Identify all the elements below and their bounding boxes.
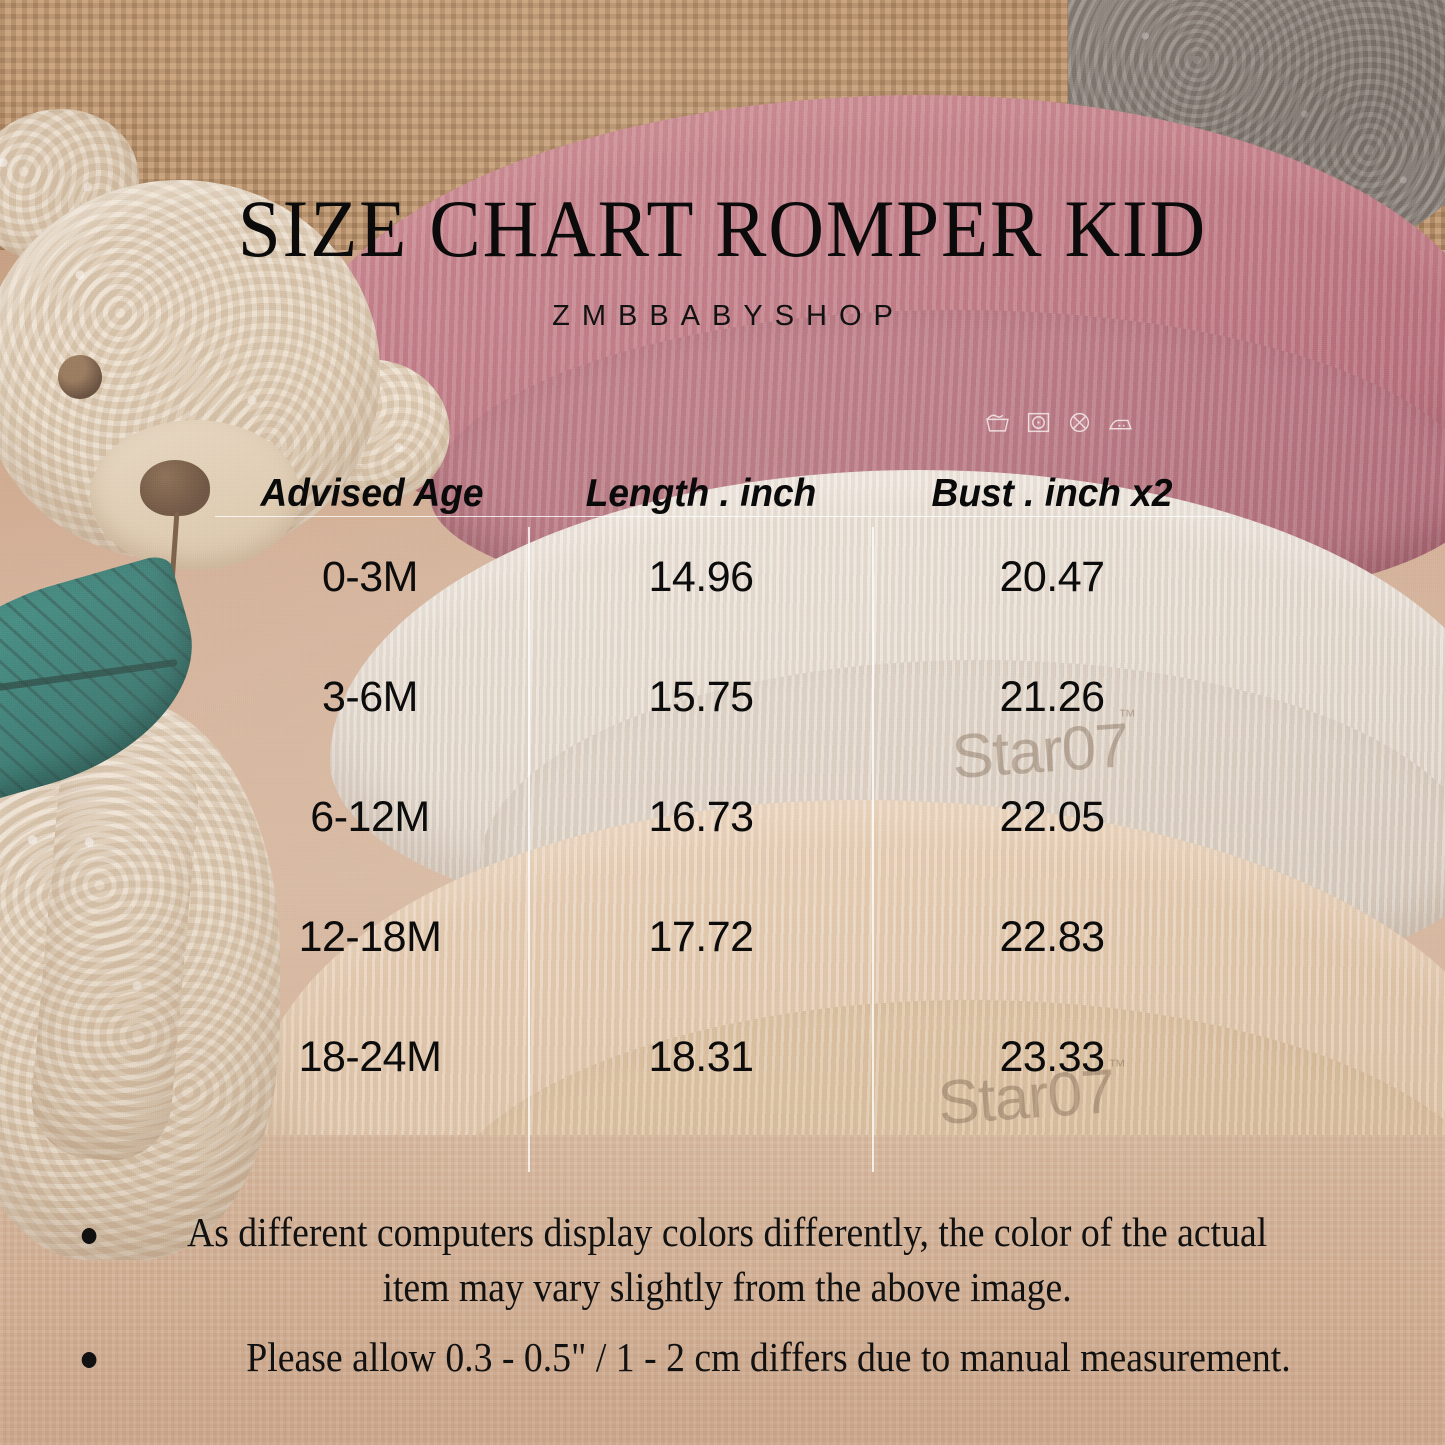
do-not-bleach-icon [1069, 412, 1090, 433]
care-label-symbols [985, 410, 1133, 435]
cell-age: 3-6M [322, 672, 418, 721]
column-divider-1 [528, 527, 530, 1172]
cell-age: 18-24M [298, 1032, 442, 1081]
cell-length: 15.75 [648, 672, 754, 721]
column-divider-2 [872, 527, 874, 1172]
size-chart-table: Advised Age Length . inch Bust . inch x2… [215, 455, 1231, 1172]
column-header-bust: Bust . inch x2 [931, 472, 1173, 515]
tumble-dry-icon [1027, 412, 1050, 433]
iron-icon [1109, 419, 1132, 430]
note-text: As different computers display colors di… [186, 1209, 1268, 1311]
bullet-icon [81, 1227, 97, 1244]
note-item: Please allow 0.3 - 0.5" / 1 - 2 cm diffe… [58, 1330, 1387, 1385]
cell-length: 16.73 [648, 792, 754, 841]
wash-tub-icon [986, 414, 1009, 432]
cell-age: 6-12M [310, 792, 430, 841]
cell-length: 18.31 [648, 1032, 754, 1081]
page-title: SIZE CHART ROMPER KID [237, 183, 1208, 274]
cell-bust: 21.26 [999, 672, 1105, 721]
shop-name: ZMBBABYSHOP [552, 300, 905, 332]
crochet-teddy-bear [0, 60, 500, 1440]
table-row: 18-24M 18.31 23.33 [215, 997, 1231, 1117]
table-row: 12-18M 17.72 22.83 [215, 877, 1231, 997]
bear-nose [140, 460, 210, 516]
cell-age: 0-3M [322, 552, 418, 601]
disclaimer-notes: As different computers display colors di… [0, 1205, 1445, 1385]
bear-eye-left [58, 355, 102, 399]
note-item: As different computers display colors di… [58, 1205, 1387, 1316]
table-row: 0-3M 14.96 20.47 [215, 517, 1231, 637]
cell-length: 14.96 [648, 552, 754, 601]
cell-bust: 22.83 [999, 912, 1105, 961]
note-text: Please allow 0.3 - 0.5" / 1 - 2 cm diffe… [246, 1333, 1291, 1380]
table-row: 3-6M 15.75 21.26 [215, 637, 1231, 757]
table-body: 0-3M 14.96 20.47 3-6M 15.75 21.26 6-12M … [215, 517, 1231, 1172]
brand-watermark-tm: ™ [1118, 706, 1136, 726]
column-header-advised-age: Advised Age [260, 472, 484, 515]
bullet-icon [81, 1352, 97, 1369]
cell-bust: 22.05 [999, 792, 1105, 841]
table-row: 6-12M 16.73 22.05 [215, 757, 1231, 877]
column-header-length: Length . inch [585, 472, 817, 515]
cell-bust: 23.33 [999, 1032, 1105, 1081]
table-header-row: Advised Age Length . inch Bust . inch x2 [215, 455, 1231, 517]
cell-bust: 20.47 [999, 552, 1105, 601]
cell-length: 17.72 [648, 912, 754, 961]
cell-age: 12-18M [298, 912, 442, 961]
brand-watermark-secondary-tm: ™ [1108, 1056, 1126, 1076]
